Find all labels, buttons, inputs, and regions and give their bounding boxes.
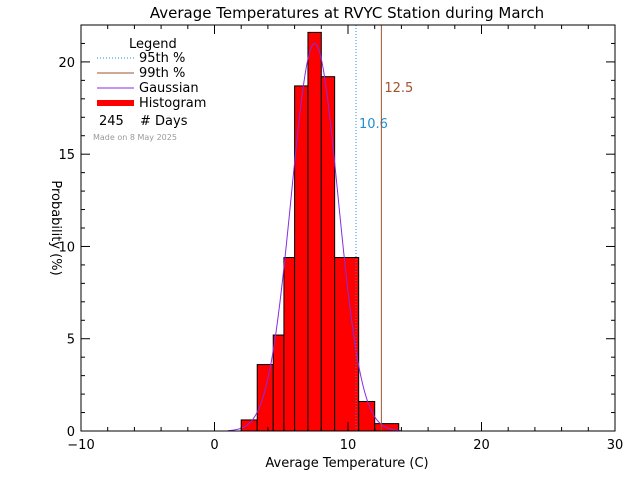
gaussian-curve-group xyxy=(227,42,401,432)
legend-label-3: Histogram xyxy=(139,96,206,111)
y-axis-label: Probability (%) xyxy=(48,180,63,275)
gaussian-curve xyxy=(227,42,401,432)
x-tick-label: −10 xyxy=(67,438,94,453)
percentile-lines: 10.6 12.5 xyxy=(355,25,413,431)
histogram-bar-3 xyxy=(283,257,296,432)
y-tick-label: 0 xyxy=(67,425,75,440)
x-tick-label: 0 xyxy=(210,438,218,453)
made-on-note: Made on 8 May 2025 xyxy=(93,133,177,142)
histogram-bar-4 xyxy=(294,85,309,432)
y-tick-label: 10 xyxy=(58,240,75,255)
x-axis-label: Average Temperature (C) xyxy=(265,456,428,471)
percentile-label-1: 12.5 xyxy=(384,81,413,96)
days-count: 245 xyxy=(99,114,124,129)
percentile-label-0: 10.6 xyxy=(359,117,388,132)
y-tick-label: 20 xyxy=(58,56,75,71)
legend-label-2: Gaussian xyxy=(139,81,199,96)
y-tick-label: 5 xyxy=(67,333,75,348)
legend-label-1: 99th % xyxy=(139,66,185,81)
x-tick-label: 20 xyxy=(473,438,490,453)
histogram-bars xyxy=(240,31,400,432)
histogram-bar-0 xyxy=(240,419,258,432)
legend-title: Legend xyxy=(129,37,177,52)
histogram-bar-8 xyxy=(358,400,376,432)
chart-title: Average Temperatures at RVYC Station dur… xyxy=(150,4,544,22)
histogram-bar-2 xyxy=(272,334,285,432)
x-tick-label: 30 xyxy=(607,438,624,453)
histogram-bar-6 xyxy=(320,76,336,432)
y-tick-label: 15 xyxy=(58,148,75,163)
histogram-bar-1 xyxy=(256,364,274,432)
days-label: # Days xyxy=(140,114,188,129)
histogram-bar-5 xyxy=(307,31,322,432)
legend-label-0: 95th % xyxy=(139,51,185,66)
x-tick-label: 10 xyxy=(340,438,357,453)
